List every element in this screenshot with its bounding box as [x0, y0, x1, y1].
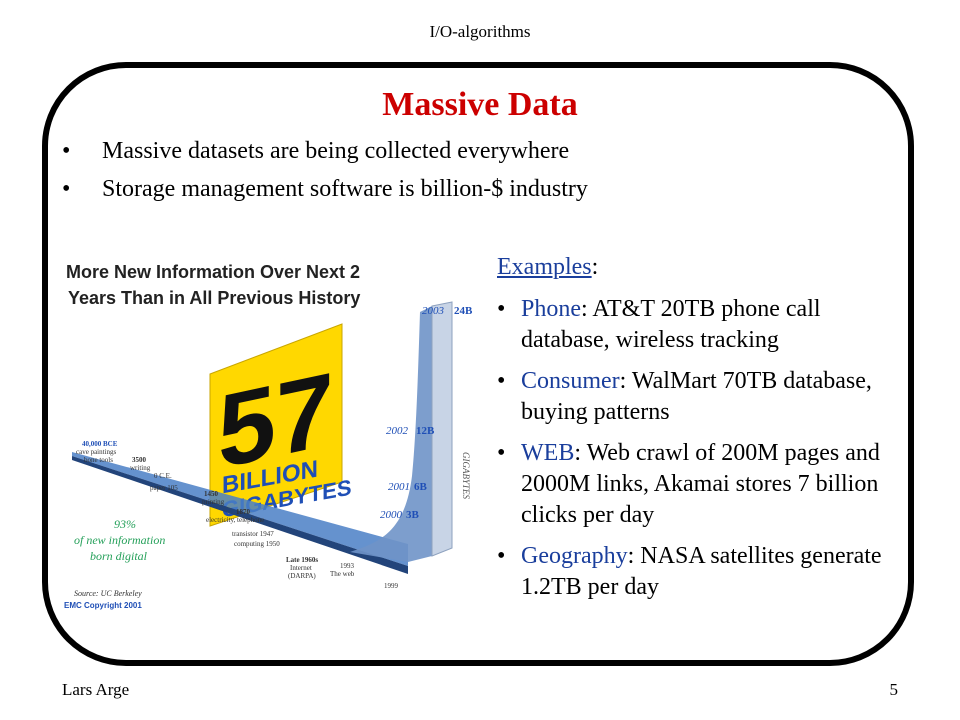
year-2001: 2001 [388, 481, 410, 493]
label-darpa: (DARPA) [288, 572, 316, 580]
bullet-item: • Storage management software is billion-… [62, 174, 588, 212]
label-1993: 1993 [340, 562, 355, 570]
timeline-ribbon-edge [72, 456, 408, 574]
bullet-text: Massive datasets are being collected eve… [102, 138, 570, 164]
examples-colon: : [591, 254, 599, 280]
year-2002: 2002 [386, 425, 409, 437]
slide-frame [42, 62, 914, 666]
bullet-dot: • [62, 138, 71, 164]
page-number: 5 [889, 680, 899, 699]
pct-line-2: of new information [74, 533, 165, 547]
value-2001: 6B [414, 481, 428, 493]
example-key: Consumer [521, 368, 620, 394]
label-1450: 1450 [204, 490, 219, 498]
bullet-dot: • [497, 296, 506, 322]
example-key: WEB [521, 440, 575, 466]
storage-growth-figure: More New Information Over Next 2 Years T… [60, 256, 480, 624]
label-1999: 1999 [384, 582, 399, 590]
label-bone: bone tools [84, 456, 113, 464]
bullet-dot: • [497, 368, 506, 394]
example-text: : AT&T 20TB phone call database, wireles… [521, 296, 821, 353]
big-number: 57 [218, 351, 334, 491]
bullet-item: • Massive datasets are being collected ev… [62, 136, 588, 174]
figure-headline-1: More New Information Over Next 2 [66, 262, 360, 282]
slide-header: I/O-algorithms [429, 22, 531, 41]
bullet-dot: • [497, 543, 506, 569]
pct-line-3: born digital [90, 549, 148, 563]
example-key: Geography [521, 543, 628, 569]
label-3500: 3500 [132, 456, 147, 464]
tall-wall [431, 301, 453, 557]
example-item: • Phone: AT&T 20TB phone call database, w… [497, 294, 907, 356]
copyright-note: EMC Copyright 2001 [64, 601, 142, 610]
label-cave: cave paintings [76, 448, 117, 456]
footer-author: Lars Arge [62, 680, 130, 699]
axis-label: GIGABYTES [461, 452, 471, 499]
bullet-list: • Massive datasets are being collected ev… [62, 136, 588, 212]
pct-value: 93% [114, 517, 136, 531]
example-text: : Web crawl of 200M pages and 2000M link… [521, 440, 880, 528]
bullet-text: Storage management software is billion-$… [102, 176, 588, 202]
label-ce: 0 C.E. [154, 472, 172, 480]
yellow-card [209, 323, 343, 527]
source-note: Source: UC Berkeley [74, 589, 142, 598]
examples-heading: Examples: [497, 254, 598, 281]
timeline-ribbon [72, 452, 408, 566]
label-40000: 40,000 BCE [82, 440, 118, 448]
value-2002: 12B [416, 425, 435, 437]
slide-title: Massive Data [382, 86, 578, 123]
example-text: : NASA satellites generate 1.2TB per day [521, 543, 882, 600]
storage-growth-graphic: More New Information Over Next 2 Years T… [64, 262, 473, 610]
bullet-dot: • [497, 440, 506, 466]
year-2003: 2003 [422, 305, 445, 317]
examples-list: • Phone: AT&T 20TB phone call database, w… [497, 294, 907, 613]
label-1870: 1870 [236, 508, 251, 516]
growth-curve [350, 306, 432, 562]
label-1950: computing 1950 [234, 540, 280, 548]
example-key: Phone [521, 296, 581, 322]
example-item: • WEB: Web crawl of 200M pages and 2000M … [497, 438, 907, 531]
example-item: • Consumer: WalMart 70TB database, buying… [497, 366, 907, 428]
label-1947: transistor 1947 [232, 530, 274, 538]
label-writing: writing [130, 464, 151, 472]
label-printing: printing [202, 498, 225, 506]
examples-link[interactable]: Examples [497, 254, 592, 280]
label-electricity: electricity, telephone [206, 516, 264, 524]
label-late-1960s: Late 1960s [286, 556, 318, 564]
example-item: • Geography: NASA satellites generate 1.2… [497, 541, 907, 603]
value-2003: 24B [454, 305, 473, 317]
bullet-dot: • [62, 176, 71, 202]
year-2000: 2000 [380, 509, 403, 521]
label-web: The web [330, 570, 355, 578]
example-text: : WalMart 70TB database, buying patterns [521, 368, 872, 425]
label-internet: Internet [290, 564, 312, 572]
value-2000: 3B [406, 509, 420, 521]
label-paper: paper 105 [150, 484, 178, 492]
figure-headline-2: Years Than in All Previous History [68, 288, 360, 308]
